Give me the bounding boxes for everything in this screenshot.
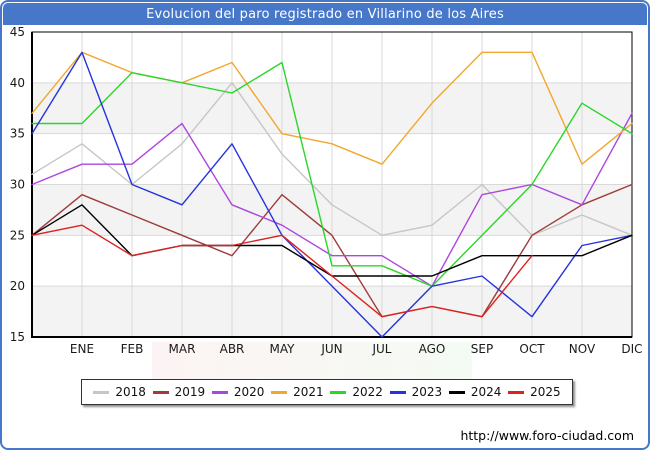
legend-label-2019: 2019 xyxy=(174,385,206,399)
legend-item-2019: 2019 xyxy=(152,385,206,399)
legend-swatch-2022 xyxy=(330,390,347,394)
title-bar: Evolucion del paro registrado en Villari… xyxy=(3,3,647,25)
legend-swatch-2021 xyxy=(271,390,288,394)
legend-item-2020: 2020 xyxy=(211,385,265,399)
svg-text:15: 15 xyxy=(10,330,25,344)
svg-text:MAY: MAY xyxy=(270,342,296,356)
plot-svg: 15 20 25 30 35 40 45 ENE FEB MAR ABR MAY JUN JUL AGO SE… xyxy=(10,25,643,356)
svg-text:30: 30 xyxy=(10,178,25,192)
svg-text:MAR: MAR xyxy=(169,342,196,356)
legend-label-2021: 2021 xyxy=(293,385,324,399)
legend-item-2023: 2023 xyxy=(389,385,443,399)
legend-item-2018: 2018 xyxy=(93,385,146,399)
legend-label-2023: 2023 xyxy=(411,385,443,399)
legend-item-2024: 2024 xyxy=(448,385,502,399)
svg-text:AGO: AGO xyxy=(419,342,446,356)
svg-text:DIC: DIC xyxy=(621,342,642,356)
svg-text:ABR: ABR xyxy=(220,342,245,356)
legend: 2018 2019 2020 2021 2022 2023 2024 2025 xyxy=(81,379,573,405)
svg-text:FEB: FEB xyxy=(121,342,144,356)
svg-text:ENE: ENE xyxy=(70,342,94,356)
url-text: http://www.foro-ciudad.com xyxy=(460,428,634,443)
svg-text:40: 40 xyxy=(10,76,25,90)
legend-label-2022: 2022 xyxy=(352,385,383,399)
svg-text:JUN: JUN xyxy=(320,342,342,356)
legend-swatch-2024 xyxy=(448,390,465,394)
legend-label-2024: 2024 xyxy=(470,385,502,399)
svg-text:NOV: NOV xyxy=(569,342,596,356)
legend-swatch-2019 xyxy=(152,390,169,394)
legend-swatch-2025 xyxy=(508,390,525,394)
legend-swatch-2020 xyxy=(211,390,228,394)
legend-swatch-2018 xyxy=(93,390,110,394)
legend-item-2025: 2025 xyxy=(508,385,561,399)
svg-text:25: 25 xyxy=(10,228,25,242)
legend-label-2020: 2020 xyxy=(233,385,265,399)
svg-text:JUL: JUL xyxy=(371,342,391,356)
legend-item-2021: 2021 xyxy=(271,385,324,399)
legend-label-2018: 2018 xyxy=(115,385,146,399)
chart-title: Evolucion del paro registrado en Villari… xyxy=(146,6,504,22)
legend-label-2025: 2025 xyxy=(530,385,561,399)
svg-text:OCT: OCT xyxy=(519,342,545,356)
svg-text:45: 45 xyxy=(10,25,25,39)
legend-item-2022: 2022 xyxy=(330,385,383,399)
svg-text:20: 20 xyxy=(10,279,25,293)
legend-swatch-2023 xyxy=(389,390,406,394)
svg-text:35: 35 xyxy=(10,127,25,141)
svg-text:SEP: SEP xyxy=(471,342,493,356)
